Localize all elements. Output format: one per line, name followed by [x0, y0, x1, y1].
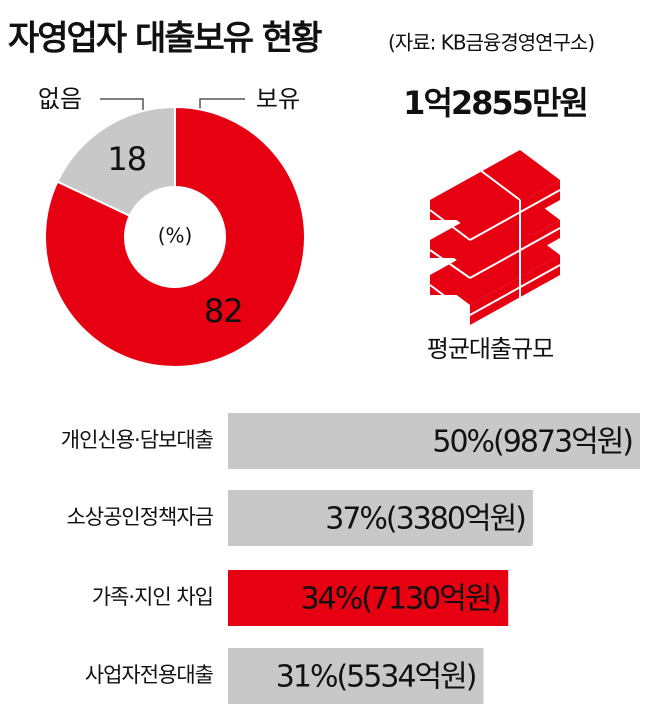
- value-label: 34%(7130억원): [301, 582, 501, 617]
- title: 자영업자 대출보유 현황: [8, 19, 322, 59]
- legend-label: 없음: [38, 85, 82, 113]
- value-label: 31%(5534억원): [276, 660, 476, 695]
- category-label: 가족·지인 차입: [92, 585, 213, 609]
- value-label: 37%(3380억원): [325, 502, 525, 537]
- slice-label: 82: [204, 292, 243, 330]
- category-label: 사업자전용대출: [85, 663, 214, 687]
- category-label: 개인신용·담보대출: [61, 428, 214, 452]
- category-label: 소상공인정책자금: [66, 505, 213, 529]
- donut-slice: [44, 105, 306, 368]
- bar: [228, 490, 533, 546]
- money-icon: [429, 150, 561, 325]
- leader-line: [199, 98, 245, 110]
- amount: 1억2855만원: [403, 84, 587, 122]
- center-label: (%): [158, 224, 193, 248]
- bar: [228, 413, 640, 469]
- value-label: 50%(9873억원): [432, 425, 632, 460]
- donut-slice: [56, 105, 176, 218]
- amount-caption: 평균대출규모: [427, 335, 553, 363]
- source: (자료: KB금융경영연구소): [388, 31, 594, 55]
- legend-label: 보유: [256, 85, 300, 113]
- slice-label: 18: [107, 140, 146, 178]
- leader-line: [100, 98, 144, 110]
- bar: [228, 648, 484, 704]
- bar: [228, 570, 509, 626]
